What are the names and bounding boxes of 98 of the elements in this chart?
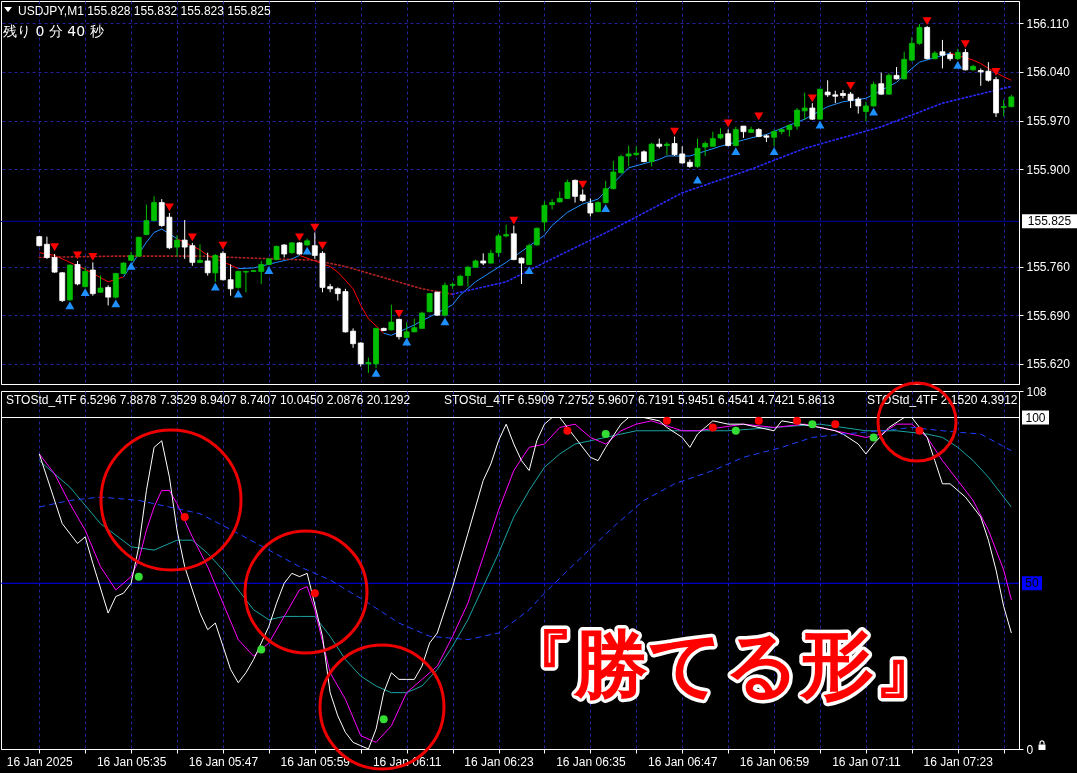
point — [88, 252, 98, 261]
point — [769, 147, 779, 156]
point — [210, 282, 220, 291]
y-tick-label: 155.620 — [1026, 357, 1071, 372]
point — [310, 589, 319, 598]
point — [563, 426, 572, 435]
point — [440, 317, 450, 326]
x-tick-label: 16 Jan 06:35 — [556, 754, 626, 769]
point — [723, 119, 733, 128]
candlestick — [89, 261, 96, 297]
point — [379, 715, 388, 724]
point — [80, 288, 90, 297]
y-tick-label: 156.040 — [1026, 65, 1071, 80]
point — [846, 81, 856, 90]
point — [524, 266, 534, 274]
candlestick — [648, 142, 655, 167]
candlestick — [962, 48, 969, 72]
chart-title: USDJPY,M1 155.828 155.832 155.823 155.825 — [18, 4, 271, 18]
y-tick-label: 155.900 — [1026, 162, 1071, 177]
y-tick-label: 0 — [1026, 742, 1034, 757]
y-tick-label: 155.690 — [1026, 308, 1071, 323]
ref-line-label: 155.825 — [1027, 214, 1072, 229]
point — [578, 180, 588, 189]
x-tick-label: 16 Jan 06:47 — [648, 754, 718, 769]
point — [371, 369, 381, 377]
x-tick-label: 16 Jan 05:35 — [96, 754, 167, 769]
point — [662, 416, 671, 425]
candlestick — [541, 200, 548, 232]
candlestick — [885, 72, 892, 96]
candlestick — [434, 291, 441, 317]
candlestick — [901, 51, 908, 81]
y-tick-label: 156.110 — [1026, 16, 1070, 31]
candlestick — [212, 253, 219, 283]
point — [295, 233, 304, 242]
annotation: 『勝てる形』 — [500, 621, 948, 707]
point — [218, 241, 228, 250]
point — [922, 17, 932, 26]
candlestick — [357, 341, 364, 368]
point — [869, 107, 879, 116]
candlestick — [388, 304, 395, 331]
point — [257, 645, 266, 654]
point — [187, 233, 197, 242]
point — [960, 40, 970, 48]
point — [693, 175, 702, 184]
annotation: STOStd_4TF 6.5296 7.8878 7.3529 8.9407 8.7407 10.0450 2.0876 20.1292 — [6, 393, 411, 407]
point — [65, 301, 75, 310]
candlestick — [694, 138, 701, 169]
point — [180, 512, 189, 521]
point — [807, 94, 817, 103]
x-tick-label: 16 Jan 06:23 — [464, 754, 535, 769]
candlestick — [549, 198, 555, 211]
point — [831, 420, 840, 429]
x-tick-label: 16 Jan 2025 — [6, 754, 74, 769]
point — [915, 426, 924, 435]
point — [310, 223, 320, 232]
point — [601, 430, 610, 439]
point — [731, 426, 740, 435]
x-tick-label: 16 Jan 06:59 — [739, 754, 810, 769]
candlestick — [801, 92, 808, 121]
point — [953, 61, 963, 69]
point — [708, 423, 717, 432]
y-tick-label: 155.760 — [1026, 260, 1071, 275]
point — [731, 147, 741, 156]
x-tick-label: 16 Jan 07:11 — [832, 754, 901, 769]
point — [869, 433, 878, 442]
line-series — [451, 85, 1013, 296]
point — [754, 416, 763, 425]
y-tick-label: 108 — [1026, 384, 1047, 399]
candlestick — [74, 260, 81, 286]
candlestick — [105, 284, 112, 306]
point — [318, 241, 327, 250]
point — [50, 243, 60, 251]
point — [601, 204, 611, 213]
point — [394, 309, 404, 318]
y-tick-label: 155.970 — [1026, 114, 1071, 129]
point — [808, 420, 817, 429]
point — [509, 216, 519, 225]
x-tick-label: 16 Jan 05:47 — [188, 754, 259, 769]
annotation: STOStd_4TF 6.5909 7.2752 5.9607 6.7191 5.9451 6.4541 4.7421 5.8613 — [444, 393, 836, 407]
point — [793, 416, 802, 425]
point — [111, 299, 121, 308]
x-tick-label: 16 Jan 07:23 — [923, 754, 994, 769]
point — [991, 68, 1001, 76]
candlestick — [587, 197, 594, 217]
candlestick — [204, 252, 211, 277]
candlestick — [686, 158, 693, 169]
line-series — [38, 255, 454, 296]
point — [134, 572, 143, 581]
point — [264, 266, 274, 274]
candlestick — [771, 129, 777, 147]
annotation: 残り 0 分 40 秒 — [3, 23, 104, 39]
candlestick — [664, 141, 670, 156]
point — [815, 120, 825, 129]
point — [670, 127, 680, 136]
candlestick — [878, 72, 885, 96]
candlestick — [174, 234, 180, 258]
point — [233, 289, 243, 298]
point — [126, 261, 136, 270]
